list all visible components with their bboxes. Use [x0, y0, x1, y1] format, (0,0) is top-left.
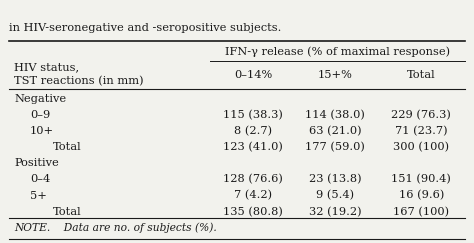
Text: Positive: Positive	[14, 158, 59, 168]
Text: Total: Total	[407, 70, 436, 80]
Text: TST reactions (in mm): TST reactions (in mm)	[14, 76, 144, 86]
Text: 128 (76.6): 128 (76.6)	[223, 174, 283, 184]
Text: 300 (100): 300 (100)	[393, 142, 449, 152]
Text: NOTE.    Data are no. of subjects (%).: NOTE. Data are no. of subjects (%).	[14, 222, 217, 233]
Text: in HIV-seronegative and -seropositive subjects.: in HIV-seronegative and -seropositive su…	[9, 23, 282, 33]
Text: 32 (19.2): 32 (19.2)	[309, 207, 361, 217]
Text: Total: Total	[53, 142, 82, 152]
Text: Negative: Negative	[14, 94, 66, 104]
Text: 15+%: 15+%	[318, 70, 352, 80]
Text: 16 (9.6): 16 (9.6)	[399, 190, 444, 201]
Text: 177 (59.0): 177 (59.0)	[305, 142, 365, 152]
Text: 167 (100): 167 (100)	[393, 207, 449, 217]
Text: 9 (5.4): 9 (5.4)	[316, 190, 354, 201]
Text: 5+: 5+	[30, 191, 47, 200]
Text: 229 (76.3): 229 (76.3)	[392, 110, 451, 120]
Text: 115 (38.3): 115 (38.3)	[223, 110, 283, 120]
Text: 135 (80.8): 135 (80.8)	[223, 207, 283, 217]
Text: 151 (90.4): 151 (90.4)	[392, 174, 451, 184]
Text: 123 (41.0): 123 (41.0)	[223, 142, 283, 152]
Text: Total: Total	[53, 207, 82, 217]
Text: 0–4: 0–4	[30, 174, 50, 184]
Text: 7 (4.2): 7 (4.2)	[234, 190, 272, 201]
Text: 10+: 10+	[30, 126, 54, 136]
Text: 114 (38.0): 114 (38.0)	[305, 110, 365, 120]
Text: 8 (2.7): 8 (2.7)	[234, 126, 272, 136]
Text: IFN-γ release (% of maximal response): IFN-γ release (% of maximal response)	[225, 46, 450, 57]
Text: 63 (21.0): 63 (21.0)	[309, 126, 361, 136]
Text: 0–14%: 0–14%	[234, 70, 272, 80]
Text: 23 (13.8): 23 (13.8)	[309, 174, 361, 184]
Text: HIV status,: HIV status,	[14, 62, 79, 72]
Text: 0–9: 0–9	[30, 110, 50, 120]
Text: 71 (23.7): 71 (23.7)	[395, 126, 447, 136]
